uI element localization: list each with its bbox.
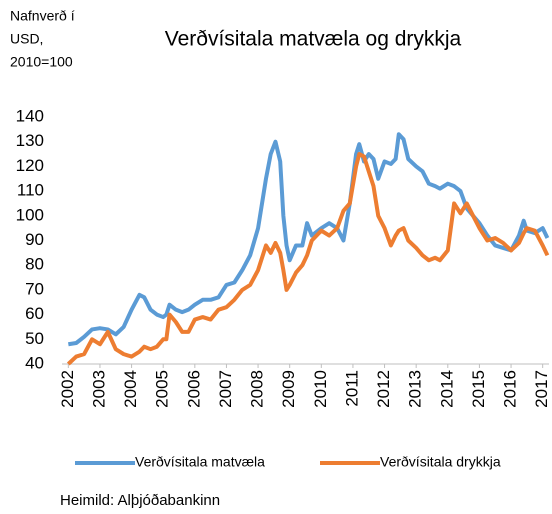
y-tick-label: 70 bbox=[25, 279, 44, 298]
y-tick-label: 130 bbox=[16, 131, 44, 150]
y-tick-label: 40 bbox=[25, 353, 44, 372]
legend-label: Verðvísitala drykkja bbox=[380, 454, 501, 470]
y-tick-label: 60 bbox=[25, 304, 44, 323]
y-unit-label: Nafnverð í bbox=[10, 8, 75, 24]
chart-title: Verðvísitala matvæla og drykkja bbox=[165, 28, 462, 51]
x-tick-label: 2015 bbox=[469, 370, 488, 408]
x-tick-label: 2016 bbox=[501, 370, 520, 408]
x-tick-label: 2002 bbox=[58, 370, 77, 408]
x-tick-label: 2008 bbox=[248, 370, 267, 408]
x-tick-label: 2004 bbox=[121, 370, 140, 408]
x-tick-label: 2007 bbox=[216, 370, 235, 408]
x-tick-label: 2006 bbox=[184, 370, 203, 408]
x-tick-label: 2012 bbox=[374, 370, 393, 408]
source: Heimild: Alþjóðabankinn bbox=[60, 492, 220, 509]
series-line bbox=[66, 152, 550, 366]
series-line bbox=[68, 132, 550, 347]
x-tick-label: 2013 bbox=[406, 370, 425, 408]
y-tick-label: 90 bbox=[25, 230, 44, 249]
x-tick-label: 2010 bbox=[311, 370, 330, 408]
x-tick-label: 2005 bbox=[153, 370, 172, 408]
x-tick-label: 2009 bbox=[279, 370, 298, 408]
x-tick-label: 2003 bbox=[89, 370, 108, 408]
y-tick-label: 100 bbox=[16, 205, 44, 224]
y-unit-label: 2010=100 bbox=[10, 54, 73, 70]
x-tick-label: 2017 bbox=[532, 370, 551, 408]
legend-label: Verðvísitala matvæla bbox=[135, 454, 265, 470]
y-tick-label: 80 bbox=[25, 255, 44, 274]
x-tick-label: 2014 bbox=[437, 370, 456, 408]
x-tick-label: 2011 bbox=[342, 370, 361, 407]
y-tick-label: 110 bbox=[17, 181, 44, 200]
y-tick-label: 50 bbox=[25, 329, 44, 348]
y-tick-label: 120 bbox=[16, 156, 44, 175]
y-unit-label: USD, bbox=[10, 31, 43, 47]
y-tick-label: 140 bbox=[16, 106, 44, 125]
